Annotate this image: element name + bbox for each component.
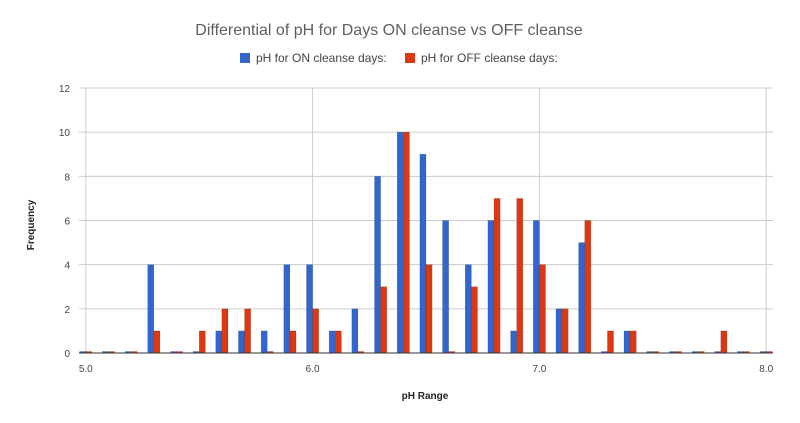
bar-off-6.3 (380, 286, 388, 354)
x-axis-label: pH Range (402, 391, 449, 402)
bar-off-7.8 (720, 330, 728, 354)
y-tick-label: 10 (59, 128, 71, 139)
chart-title: Differential of pH for Days ON cleanse v… (195, 22, 583, 39)
bar-on-6.7 (464, 264, 472, 354)
bars (79, 131, 773, 354)
bar-off-6.1 (335, 330, 342, 354)
bar-off-7.4 (629, 330, 637, 354)
bar-on-6.9 (510, 330, 517, 354)
bar-on-5.9 (283, 264, 291, 354)
y-tick-label: 0 (64, 349, 70, 360)
bar-on-7.2 (578, 242, 586, 354)
y-tick-label: 6 (64, 217, 70, 228)
y-tick-label: 12 (59, 84, 71, 95)
bar-on-5.3 (147, 264, 155, 354)
x-tick-label: 6.0 (306, 364, 320, 375)
bar-off-7.1 (561, 308, 569, 354)
legend: pH for ON cleanse days: pH for OFF clean… (240, 51, 558, 65)
y-tick-label: 4 (64, 261, 70, 272)
bar-off-6.7 (471, 286, 478, 354)
bar-off-6.4 (403, 131, 410, 354)
bar-off-6.9 (516, 198, 524, 354)
x-tick-label: 7.0 (532, 364, 546, 375)
bar-off-6.8 (493, 198, 501, 354)
legend-swatch-off (405, 53, 415, 63)
bar-off-7 (539, 264, 546, 354)
bar-on-6.4 (396, 131, 404, 354)
bar-off-7.3 (607, 330, 614, 354)
bar-on-6.6 (442, 220, 449, 354)
bar-on-6.8 (487, 220, 495, 354)
bar-on-5.8 (260, 330, 268, 354)
bar-off-6.5 (425, 264, 433, 354)
y-tick-label: 2 (64, 305, 70, 316)
bar-on-6.5 (419, 154, 427, 354)
bar-off-6 (312, 308, 319, 354)
legend-label-off: pH for OFF cleanse days: (421, 51, 558, 65)
bar-on-5.6 (215, 330, 223, 354)
bar-off-5.6 (221, 308, 229, 354)
bar-off-5.7 (244, 308, 251, 354)
bar-off-7.2 (584, 220, 592, 354)
bar-on-6 (306, 264, 313, 354)
bar-off-5.5 (198, 330, 206, 354)
y-axis-label: Frequency (26, 199, 37, 250)
legend-swatch-on (240, 53, 250, 63)
bar-on-5.7 (238, 330, 245, 354)
bar-on-7.1 (555, 308, 563, 354)
bar-on-6.3 (374, 176, 381, 354)
bar-on-7 (533, 220, 540, 354)
bar-off-5.3 (153, 330, 161, 354)
y-axis-ticks: 0 2 4 6 8 10 12 (59, 84, 71, 360)
legend-label-on: pH for ON cleanse days: (256, 51, 387, 65)
x-tick-label: 8.0 (759, 364, 773, 375)
x-axis-ticks: 5.0 6.0 7.0 8.0 (79, 364, 774, 375)
x-tick-label: 5.0 (79, 364, 93, 375)
bar-on-7.4 (623, 330, 631, 354)
y-tick-label: 8 (64, 172, 70, 183)
bar-off-5.9 (289, 330, 297, 354)
bar-on-6.2 (351, 308, 359, 354)
bar-on-6.1 (328, 330, 336, 354)
